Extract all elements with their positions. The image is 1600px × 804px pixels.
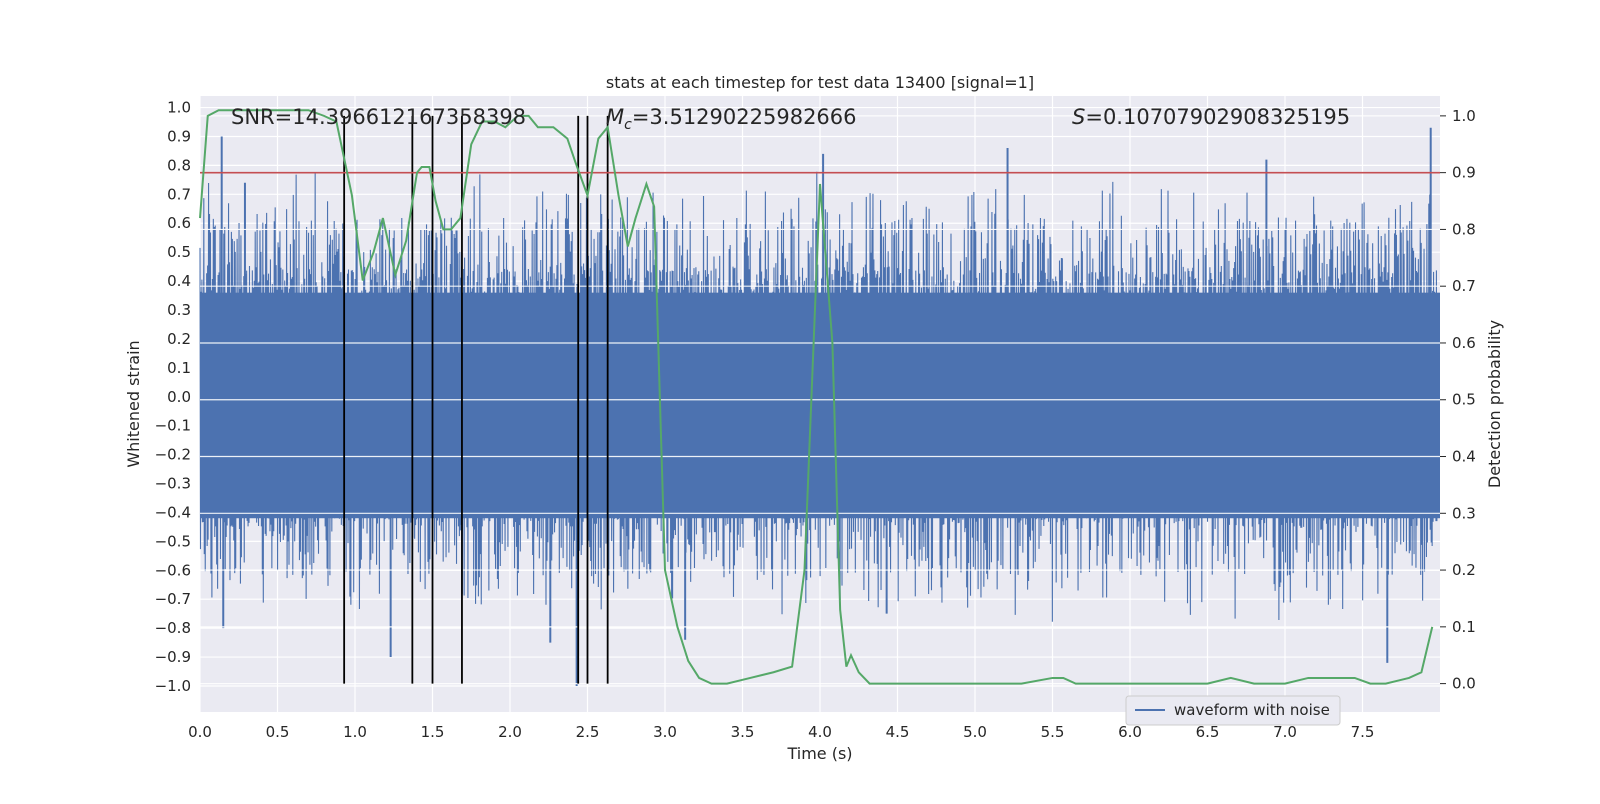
y-right-tick-label: 0.4 (1452, 448, 1476, 466)
y-right-tick-label: 0.9 (1452, 164, 1476, 182)
y-left-tick-label: 0.7 (167, 185, 191, 203)
y-left-tick-label: 0.3 (167, 301, 191, 319)
y-right-tick-label: 0.5 (1452, 391, 1476, 409)
x-tick-label: 4.0 (808, 723, 832, 741)
x-tick-label: 6.5 (1196, 723, 1220, 741)
y-left-tick-label: 0.6 (167, 214, 191, 232)
x-tick-label: 4.5 (886, 723, 910, 741)
x-tick-label: 5.0 (963, 723, 987, 741)
y-right-tick-label: 0.2 (1452, 561, 1476, 579)
y-left-tick-label: 0.9 (167, 127, 191, 145)
y-left-tick-label: 0.5 (167, 243, 191, 261)
snr-value: 14.396612167358398 (292, 105, 526, 129)
probability-series (199, 109, 1434, 685)
legend-label-waveform: waveform with noise (1174, 701, 1330, 719)
x-tick-label: 3.5 (731, 723, 755, 741)
mc-symbol: M (606, 105, 624, 129)
mc-annotation: Mc=3.51290225982666 (606, 105, 857, 133)
y-right-tick-label: 0.3 (1452, 504, 1476, 522)
y-left-tick-label: −0.2 (155, 446, 191, 464)
legend-box (1125, 695, 1341, 726)
x-tick-label: 2.0 (498, 723, 522, 741)
waveform-core (200, 292, 1440, 519)
y-right-axis-ticks: 1.0 0.9 0.8 0.7 0.6 0.5 0.4 0.3 0.2 0.1 0.0 (1440, 107, 1476, 693)
y-left-tick-label: −0.5 (155, 532, 191, 550)
waveform-core-band (200, 292, 1440, 519)
y-left-tick-label: −0.9 (155, 648, 191, 666)
y-right-tick-label: 0.8 (1452, 220, 1476, 238)
probability-line (199, 109, 1434, 685)
legend: waveform with noise (1125, 695, 1341, 726)
y-left-tick-label: −0.3 (155, 475, 191, 493)
y-left-tick-label: −0.6 (155, 561, 191, 579)
y-left-tick-label: 0.2 (167, 330, 191, 348)
y-left-tick-label: −0.8 (155, 619, 191, 637)
y-left-axis-label: Whitened strain (124, 340, 143, 467)
x-tick-label: 7.5 (1351, 723, 1375, 741)
y-left-tick-label: 0.8 (167, 156, 191, 174)
mc-value: =3.51290225982666 (632, 105, 857, 129)
x-tick-label: 2.5 (576, 723, 600, 741)
chart-title: stats at each timestep for test data 134… (606, 73, 1034, 92)
snr-annotation: SNR=14.396612167358398 (231, 105, 526, 129)
y-left-tick-label: 0.4 (167, 272, 191, 290)
x-tick-label: 1.0 (343, 723, 367, 741)
y-left-tick-label: 1.0 (167, 99, 191, 117)
y-left-tick-label: −0.4 (155, 503, 191, 521)
x-tick-label: 1.5 (421, 723, 445, 741)
y-right-tick-label: 0.1 (1452, 618, 1476, 636)
y-left-tick-label: 0.1 (167, 359, 191, 377)
event-lines (343, 115, 609, 684)
s-value: =0.10707902908325195 (1085, 105, 1350, 129)
x-tick-label: 5.5 (1041, 723, 1065, 741)
x-tick-label: 6.0 (1118, 723, 1142, 741)
y-right-tick-label: 0.6 (1452, 334, 1476, 352)
x-tick-label: 0.0 (188, 723, 212, 741)
y-left-tick-label: −0.1 (155, 417, 191, 435)
y-left-tick-label: 0.0 (167, 388, 191, 406)
x-axis-label: Time (s) (786, 744, 852, 763)
y-right-tick-label: 0.0 (1452, 675, 1476, 693)
y-left-axis-ticks: 1.0 0.9 0.8 0.7 0.6 0.5 0.4 0.3 0.2 0.1 0.0 −0.1 −0.… (155, 99, 191, 695)
x-axis-ticks: 0.0 0.5 1.0 1.5 2.0 2.5 3.0 3.5 4.0 4.5 5.0 5.5 6.0 6… (188, 723, 1374, 741)
x-tick-label: 3.0 (653, 723, 677, 741)
y-left-tick-label: −1.0 (155, 677, 191, 695)
y-left-tick-label: −0.7 (155, 590, 191, 608)
mc-subscript: c (624, 117, 632, 133)
y-right-tick-label: 1.0 (1452, 107, 1476, 125)
right-gridlines (200, 115, 1440, 685)
s-annotation: S=0.10707902908325195 (1072, 105, 1350, 129)
snr-prefix: SNR= (231, 105, 292, 129)
y-right-tick-label: 0.7 (1452, 277, 1476, 295)
x-tick-label: 7.0 (1273, 723, 1297, 741)
x-tick-label: 0.5 (266, 723, 290, 741)
y-right-axis-label: Detection probability (1485, 320, 1504, 488)
s-symbol: S (1072, 105, 1085, 129)
